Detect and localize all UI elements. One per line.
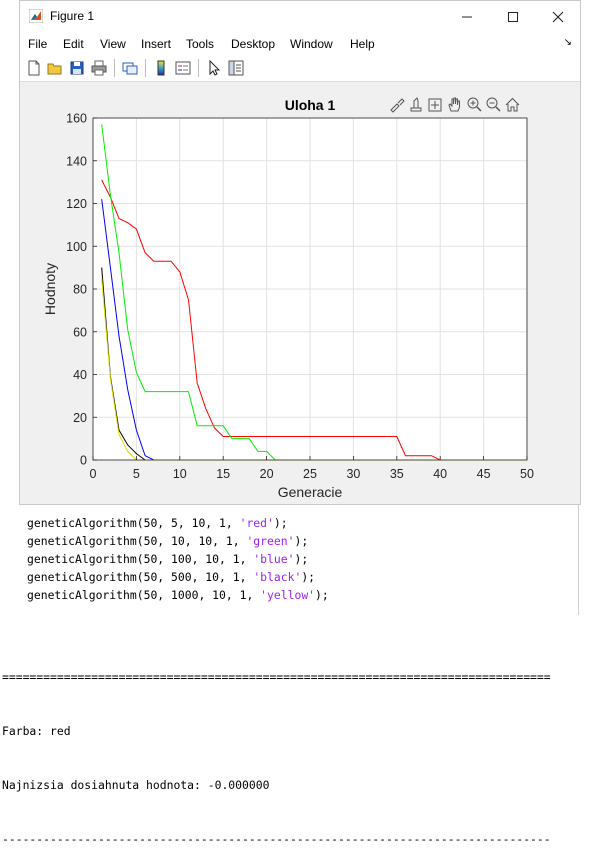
code-string-arg: 'red': [239, 516, 274, 530]
y-tick-label: 140: [66, 154, 87, 168]
y-axis-label: Hodnoty: [42, 263, 58, 315]
x-tick-label: 0: [90, 467, 97, 481]
minimize-button[interactable]: [444, 1, 490, 33]
title-bar: Figure 1: [20, 1, 580, 33]
zoom-in-icon[interactable]: [467, 97, 482, 112]
console-rule-bottom: ----------------------------------------…: [2, 832, 551, 846]
console-rule-top: ========================================…: [2, 670, 551, 684]
x-tick-label: 45: [477, 467, 491, 481]
menu-file[interactable]: File: [28, 37, 48, 51]
figure-toolbar: [20, 55, 580, 82]
colorbar-icon[interactable]: [152, 59, 170, 77]
minimize-icon: [462, 16, 472, 18]
data-cursor-icon[interactable]: [428, 98, 442, 112]
code-string-arg: 'blue': [253, 552, 295, 566]
menu-view[interactable]: View: [100, 37, 126, 51]
y-tick-label: 120: [66, 197, 87, 211]
property-editor-icon[interactable]: [227, 59, 245, 77]
legend-icon[interactable]: [174, 59, 192, 77]
code-line: geneticAlgorithm(50, 500, 10, 1, 'black'…: [27, 568, 329, 586]
menu-tools[interactable]: Tools: [186, 37, 215, 51]
y-tick-label: 40: [73, 368, 87, 382]
menu-edit[interactable]: Edit: [63, 37, 84, 51]
code-string-arg: 'green': [246, 534, 295, 548]
console-result-line: Najnizsia dosiahnuta hodnota: -0.000000: [2, 778, 270, 792]
close-icon: [552, 11, 564, 23]
x-axis-label: Generacie: [278, 484, 343, 500]
pointer-icon[interactable]: [205, 59, 223, 77]
x-tick-label: 35: [390, 467, 404, 481]
close-button[interactable]: [535, 1, 581, 33]
code-suffix: );: [301, 570, 316, 584]
save-icon[interactable]: [68, 59, 86, 77]
code-suffix: );: [273, 516, 288, 530]
maximize-button[interactable]: [490, 1, 536, 33]
toolbar-separator: [198, 59, 199, 77]
menu-insert[interactable]: Insert: [141, 37, 172, 51]
console-color-line: Farba: red: [2, 724, 71, 738]
code-suffix: );: [315, 588, 329, 602]
series-line-1[interactable]: [101, 179, 527, 461]
code-line: geneticAlgorithm(50, 5, 10, 1, 'red');: [27, 514, 329, 532]
x-tick-label: 15: [216, 467, 230, 481]
menu-help[interactable]: Help: [350, 37, 375, 51]
code-line: geneticAlgorithm(50, 1000, 10, 1, 'yello…: [27, 586, 329, 604]
y-tick-label: 0: [80, 454, 87, 468]
code-editor[interactable]: geneticAlgorithm(50, 5, 10, 1, 'red'); ge…: [27, 514, 329, 604]
new-figure-icon[interactable]: [25, 59, 43, 77]
maximize-icon: [508, 12, 518, 22]
figure-window: Figure 1 File Edit View Insert Tools Des…: [19, 0, 581, 505]
code-line: geneticAlgorithm(50, 10, 10, 1, 'green')…: [27, 532, 329, 550]
dock-arrow-icon[interactable]: ↘: [563, 37, 572, 48]
menu-bar: File Edit View Insert Tools Desktop Wind…: [20, 33, 580, 55]
home-icon[interactable]: [505, 97, 520, 112]
command-window[interactable]: ========================================…: [2, 632, 600, 866]
y-tick-label: 80: [73, 283, 87, 297]
x-tick-label: 50: [520, 467, 534, 481]
code-call: geneticAlgorithm(50, 100, 10, 1,: [27, 552, 254, 566]
series-line-3[interactable]: [101, 199, 527, 461]
x-tick-label: 40: [433, 467, 447, 481]
code-call: geneticAlgorithm(50, 1000, 10, 1,: [27, 588, 261, 602]
x-tick-label: 5: [133, 467, 140, 481]
pan-icon[interactable]: [448, 97, 460, 112]
code-suffix: );: [294, 534, 309, 548]
matlab-icon: [29, 9, 43, 23]
plot-area: 0 5 10 15 20 25 30 35 40 45 50 0 20 40 60 80 100 120 140 16…: [20, 82, 580, 504]
axes-toolbar: [390, 97, 520, 113]
code-string-arg: 'yellow': [260, 588, 316, 602]
link-icon[interactable]: [121, 59, 139, 77]
x-tick-label: 30: [346, 467, 360, 481]
toolbar-separator: [114, 59, 115, 77]
brush-icon[interactable]: [390, 98, 405, 113]
line-chart[interactable]: 0 5 10 15 20 25 30 35 40 45 50 0 20 40 60 80 100 120 140 16…: [20, 82, 580, 504]
series-line-2[interactable]: [101, 124, 527, 461]
chart-title: Uloha 1: [285, 97, 336, 113]
menu-window[interactable]: Window: [290, 37, 333, 51]
toolbar-separator: [145, 59, 146, 77]
zoom-out-icon[interactable]: [486, 97, 501, 112]
code-call: geneticAlgorithm(50, 500, 10, 1,: [27, 570, 254, 584]
open-file-icon[interactable]: [46, 59, 64, 77]
data-tips-icon[interactable]: [410, 97, 422, 112]
y-tick-label: 60: [73, 325, 87, 339]
editor-border: [578, 505, 579, 615]
code-call: geneticAlgorithm(50, 10, 10, 1,: [27, 534, 247, 548]
code-line: geneticAlgorithm(50, 100, 10, 1, 'blue')…: [27, 550, 329, 568]
y-tick-label: 160: [66, 112, 87, 126]
code-call: geneticAlgorithm(50, 5, 10, 1,: [27, 516, 240, 530]
x-tick-label: 20: [260, 467, 274, 481]
code-string-arg: 'black': [253, 570, 302, 584]
code-suffix: );: [294, 552, 309, 566]
menu-desktop[interactable]: Desktop: [231, 37, 276, 51]
y-tick-label: 20: [73, 411, 87, 425]
x-tick-label: 25: [303, 467, 317, 481]
print-icon[interactable]: [90, 59, 108, 77]
x-tick-label: 10: [173, 467, 187, 481]
window-title: Figure 1: [50, 9, 95, 23]
y-tick-label: 100: [66, 240, 87, 254]
